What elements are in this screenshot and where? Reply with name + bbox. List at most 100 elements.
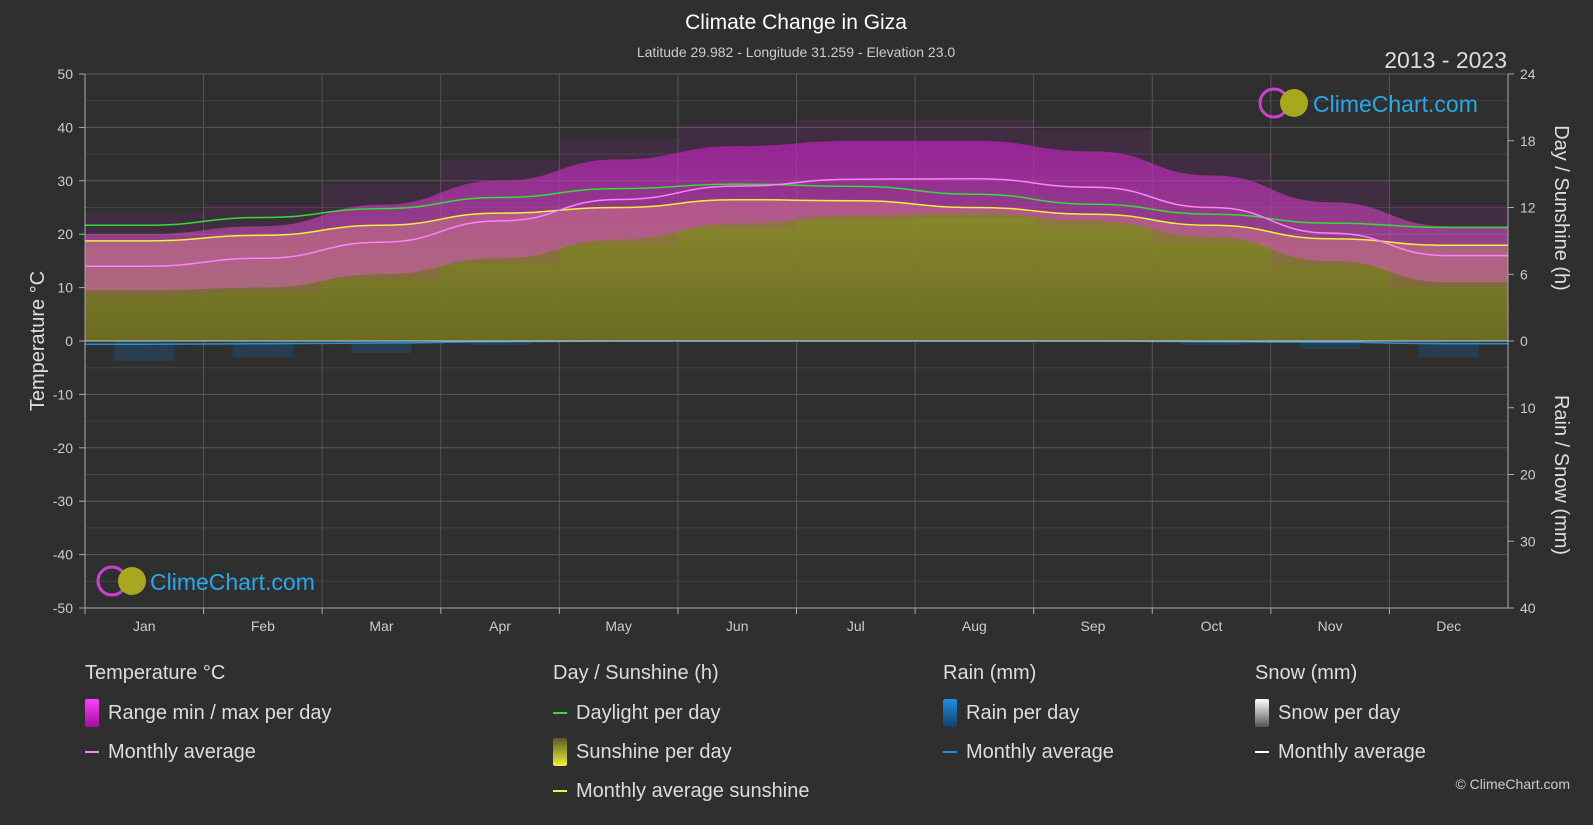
year-range: 2013 - 2023 bbox=[1384, 47, 1507, 73]
legend-rain-day-label: Rain per day bbox=[966, 701, 1080, 724]
plot-area bbox=[85, 119, 1508, 362]
x-month-label: Feb bbox=[251, 618, 275, 634]
temp-range-month bbox=[677, 124, 797, 229]
y-axis-right-bottom-title: Rain / Snow (mm) bbox=[1550, 395, 1572, 555]
x-month-label: Jan bbox=[133, 618, 156, 634]
y-left-tick-label: -20 bbox=[53, 440, 73, 456]
legend-temp-avg: Monthly average bbox=[85, 740, 331, 764]
y-left-tick-label: 50 bbox=[57, 66, 73, 82]
legend-temperature-title: Temperature °C bbox=[85, 662, 226, 684]
y-left-tick-label: -40 bbox=[53, 547, 73, 563]
x-month-label: Aug bbox=[962, 618, 987, 634]
y-left-tick-label: 30 bbox=[57, 173, 73, 189]
legend-snow-title: Snow (mm) bbox=[1255, 662, 1358, 684]
rain-bar bbox=[351, 341, 412, 354]
y-axis-left-title: Temperature °C bbox=[27, 271, 49, 411]
legend-temp-avg-label: Monthly average bbox=[108, 740, 256, 763]
y-right-hours-tick-label: 24 bbox=[1520, 66, 1536, 82]
daylight-swatch bbox=[553, 712, 567, 714]
temp-range-swatch bbox=[85, 699, 99, 727]
y-right-mm-tick-label: 30 bbox=[1520, 533, 1536, 549]
logo-bottom: ClimeChart.com bbox=[96, 565, 315, 597]
y-left-tick-label: 0 bbox=[65, 333, 73, 349]
x-month-label: Mar bbox=[369, 618, 393, 634]
sunshine-avg-swatch bbox=[553, 790, 567, 792]
temp-range-month bbox=[559, 138, 678, 245]
x-month-label: Nov bbox=[1318, 618, 1343, 634]
legend-snow-avg-label: Monthly average bbox=[1278, 740, 1426, 763]
y-axis-right-top-title: Day / Sunshine (h) bbox=[1550, 125, 1572, 291]
axes: 50 40 30 20 10 0 -10 -20 -30 -40 -50 24 18 12 6 0 10 20 30… bbox=[53, 66, 1536, 634]
temp-range-month bbox=[85, 212, 204, 296]
legend-temp-range-label: Range min / max per day bbox=[108, 701, 332, 724]
legend-sunshine-avg: Monthly average sunshine bbox=[553, 779, 809, 803]
legend-temp-range: Range min / max per day bbox=[85, 699, 332, 727]
y-right-hours-tick-label: 12 bbox=[1520, 200, 1536, 216]
y-left-tick-label: -10 bbox=[53, 386, 73, 402]
daylight-line bbox=[85, 183, 1508, 229]
legend-snow-day-label: Snow per day bbox=[1278, 701, 1401, 724]
x-month-label: Jun bbox=[726, 618, 749, 634]
y-right-mm-tick-label: 10 bbox=[1520, 400, 1536, 416]
rain-bar bbox=[470, 341, 531, 346]
copyright: © ClimeChart.com bbox=[1455, 776, 1570, 792]
legend-sunshine-avg-label: Monthly average sunshine bbox=[576, 779, 810, 802]
y-left-tick-label: 20 bbox=[57, 226, 73, 242]
y-left-tick-label: -50 bbox=[53, 600, 73, 616]
logo-text-bottom: ClimeChart.com bbox=[150, 569, 315, 595]
legend-rain-day: Rain per day bbox=[943, 699, 1114, 727]
legend-sun-title: Day / Sunshine (h) bbox=[553, 662, 719, 684]
legend-sunshine-label: Sunshine per day bbox=[576, 740, 732, 763]
y-right-hours-tick-label: 18 bbox=[1520, 133, 1536, 149]
chart-subtitle: Latitude 29.982 - Longitude 31.259 - Ele… bbox=[637, 44, 956, 60]
legend-snow: Snow (mm) Snow per day Monthly average bbox=[1255, 662, 1426, 779]
temp-range-month bbox=[915, 119, 1034, 219]
legend-snow-day: Snow per day bbox=[1255, 699, 1426, 727]
legend-rain: Rain (mm) Rain per day Monthly average bbox=[943, 662, 1114, 779]
rain-swatch bbox=[943, 699, 957, 727]
chart-title: Climate Change in Giza bbox=[685, 11, 907, 34]
rain-bar bbox=[1181, 341, 1242, 346]
logo-sun-icon bbox=[1280, 89, 1308, 117]
legend-daylight: Daylight per day bbox=[553, 701, 809, 725]
logo-text-top: ClimeChart.com bbox=[1313, 91, 1478, 117]
legend-sun: Day / Sunshine (h) Daylight per day Suns… bbox=[553, 662, 809, 818]
y-right-hours-tick-label: 6 bbox=[1520, 266, 1528, 282]
rain-bar bbox=[114, 341, 175, 362]
temp-avg-swatch bbox=[85, 751, 99, 753]
x-month-label: Dec bbox=[1436, 618, 1461, 634]
temp-range-month bbox=[1033, 130, 1153, 227]
y-left-tick-label: 10 bbox=[57, 280, 73, 296]
rain-bar bbox=[232, 341, 293, 358]
temp-range-month bbox=[1389, 204, 1508, 288]
x-month-label: May bbox=[605, 618, 631, 634]
rain-avg-swatch bbox=[943, 751, 957, 753]
legend-rain-avg: Monthly average bbox=[943, 740, 1114, 764]
legend-rain-avg-label: Monthly average bbox=[966, 740, 1114, 763]
y-right-mm-tick-label: 20 bbox=[1520, 467, 1536, 483]
sunshine-avg-line bbox=[85, 198, 1508, 247]
logo-top: ClimeChart.com bbox=[1258, 87, 1478, 119]
x-month-label: Oct bbox=[1201, 618, 1223, 634]
y-right-hours-tick-label: 0 bbox=[1520, 333, 1528, 349]
x-month-label: Apr bbox=[489, 618, 511, 634]
temp-range-month bbox=[322, 183, 441, 280]
rain-bar bbox=[1418, 341, 1479, 358]
snow-avg-swatch bbox=[1255, 751, 1269, 753]
legend-temperature: Temperature °C Range min / max per day M… bbox=[85, 662, 331, 779]
temp-range-band bbox=[85, 140, 1508, 291]
temp-avg-line bbox=[85, 177, 1508, 267]
x-month-label: Sep bbox=[1080, 618, 1105, 634]
legend-sunshine: Sunshine per day bbox=[553, 738, 809, 766]
rain-bar bbox=[1300, 341, 1361, 350]
snow-swatch bbox=[1255, 699, 1269, 727]
x-month-label: Jul bbox=[847, 618, 865, 634]
y-right-mm-tick-label: 40 bbox=[1520, 600, 1536, 616]
y-left-tick-label: 40 bbox=[57, 119, 73, 135]
temp-range-month bbox=[796, 119, 916, 221]
logo-sun-icon-bottom bbox=[118, 567, 146, 595]
legend-snow-avg: Monthly average bbox=[1255, 740, 1426, 764]
sunshine-swatch bbox=[553, 738, 567, 766]
legend-daylight-label: Daylight per day bbox=[576, 701, 721, 724]
